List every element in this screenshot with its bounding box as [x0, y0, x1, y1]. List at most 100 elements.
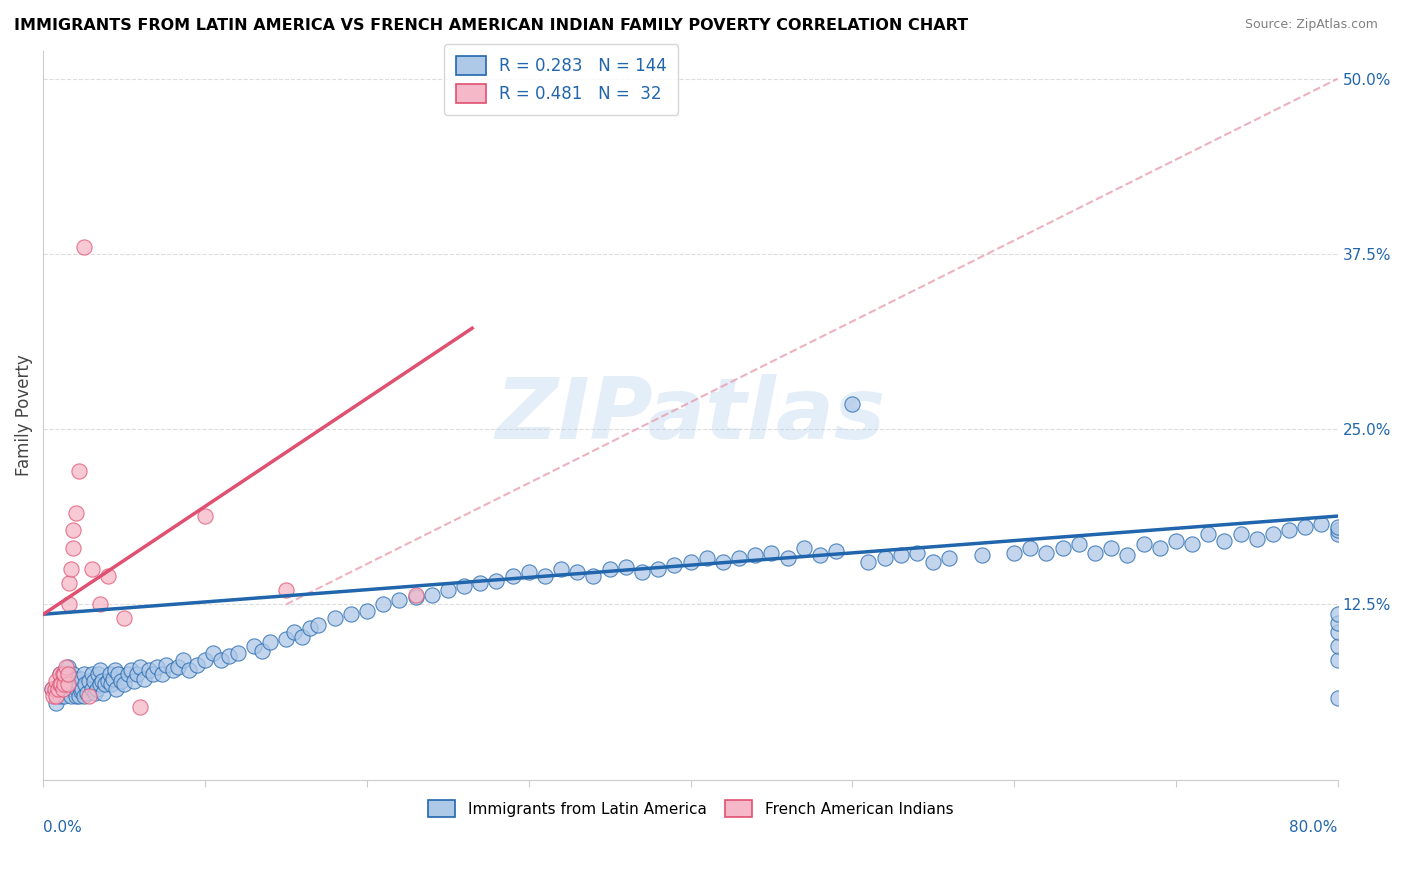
Point	[373, 598, 395, 612]
Point	[62, 681, 84, 696]
Point	[299, 621, 322, 635]
Point	[922, 555, 945, 569]
Point	[1326, 527, 1348, 541]
Point	[41, 681, 63, 696]
Point	[67, 677, 90, 691]
Point	[65, 689, 87, 703]
Point	[890, 549, 912, 563]
Point	[420, 588, 443, 602]
Point	[1132, 537, 1154, 551]
Point	[69, 672, 91, 686]
Point	[112, 677, 135, 691]
Point	[209, 653, 232, 667]
Point	[75, 677, 97, 691]
Point	[132, 672, 155, 686]
Point	[582, 569, 605, 583]
Point	[274, 583, 297, 598]
Point	[1084, 545, 1107, 559]
Point	[388, 593, 411, 607]
Point	[599, 562, 621, 576]
Point	[550, 562, 572, 576]
Point	[283, 625, 305, 640]
Point	[89, 598, 111, 612]
Point	[127, 667, 149, 681]
Point	[107, 667, 129, 681]
Point	[89, 677, 111, 691]
Legend: Immigrants from Latin America, French American Indians: Immigrants from Latin America, French Am…	[419, 790, 962, 827]
Point	[56, 667, 79, 681]
Point	[58, 576, 80, 591]
Point	[1099, 541, 1122, 556]
Point	[45, 674, 67, 689]
Point	[45, 696, 67, 710]
Point	[1164, 534, 1187, 549]
Point	[1116, 549, 1139, 563]
Point	[1246, 532, 1268, 546]
Point	[405, 591, 427, 605]
Point	[1181, 537, 1204, 551]
Point	[52, 667, 75, 681]
Point	[728, 551, 751, 566]
Point	[44, 681, 66, 696]
Point	[62, 667, 84, 681]
Point	[70, 681, 93, 696]
Point	[42, 689, 65, 703]
Point	[138, 663, 160, 677]
Point	[97, 674, 120, 689]
Point	[1326, 615, 1348, 630]
Point	[291, 630, 314, 644]
Point	[744, 549, 766, 563]
Point	[122, 674, 145, 689]
Point	[112, 611, 135, 625]
Point	[631, 565, 654, 579]
Point	[761, 545, 783, 559]
Point	[356, 604, 378, 618]
Point	[73, 240, 96, 254]
Point	[186, 657, 208, 672]
Point	[711, 555, 734, 569]
Point	[52, 681, 75, 696]
Point	[1310, 517, 1333, 532]
Point	[405, 588, 427, 602]
Point	[162, 663, 184, 677]
Point	[83, 674, 105, 689]
Point	[129, 699, 152, 714]
Point	[437, 583, 460, 598]
Point	[98, 667, 121, 681]
Point	[664, 558, 686, 573]
Point	[69, 684, 91, 698]
Point	[1294, 520, 1316, 534]
Point	[104, 663, 127, 677]
Point	[56, 681, 79, 696]
Point	[485, 574, 508, 588]
Point	[110, 674, 132, 689]
Point	[647, 562, 669, 576]
Point	[48, 689, 70, 703]
Point	[97, 569, 120, 583]
Point	[534, 569, 557, 583]
Point	[80, 562, 103, 576]
Point	[259, 635, 281, 649]
Point	[145, 660, 167, 674]
Point	[1019, 541, 1042, 556]
Point	[825, 544, 848, 558]
Point	[1002, 545, 1025, 559]
Point	[117, 667, 139, 681]
Point	[67, 464, 90, 478]
Text: 0.0%: 0.0%	[44, 820, 82, 835]
Point	[48, 667, 70, 681]
Point	[58, 674, 80, 689]
Point	[339, 607, 361, 622]
Point	[1326, 607, 1348, 622]
Point	[89, 663, 111, 677]
Point	[45, 689, 67, 703]
Point	[73, 667, 96, 681]
Point	[100, 677, 122, 691]
Point	[66, 681, 89, 696]
Point	[776, 551, 799, 566]
Point	[470, 576, 492, 591]
Y-axis label: Family Poverty: Family Poverty	[15, 354, 32, 476]
Point	[1326, 520, 1348, 534]
Point	[307, 618, 329, 632]
Point	[502, 569, 524, 583]
